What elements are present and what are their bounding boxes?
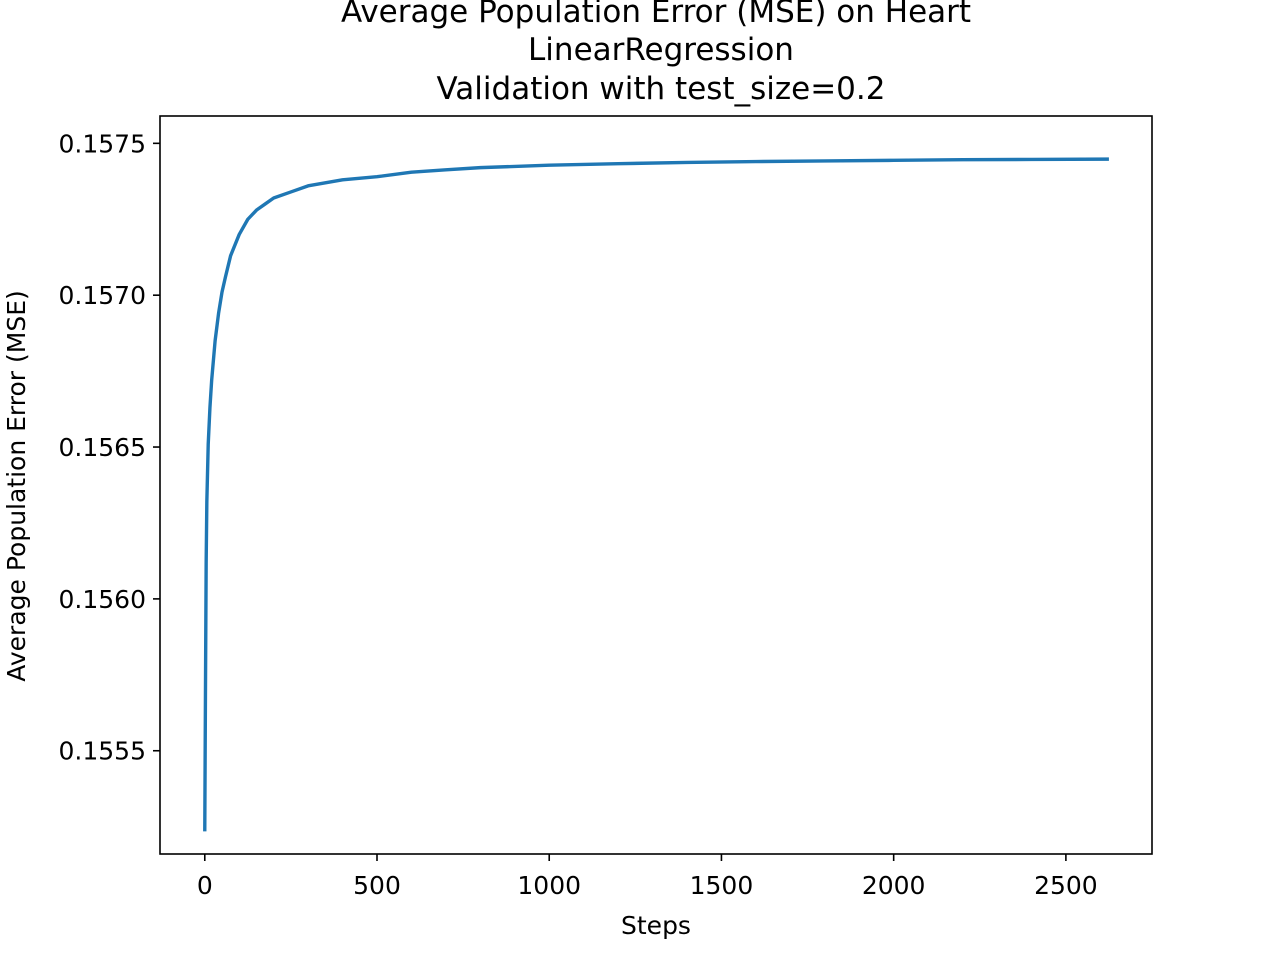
y-axis-label: Average Population Error (MSE) [2, 290, 31, 682]
y-tick-label: 0.1575 [59, 129, 146, 158]
x-tick-label: 2000 [862, 871, 926, 900]
x-tick-label: 1000 [517, 871, 581, 900]
x-tick-label: 500 [353, 871, 401, 900]
series-layer [203, 157, 1109, 832]
y-axis-ticks: 0.1555 0.1560 0.1565 0.1570 0.1575 [59, 129, 160, 766]
y-tick-label: 0.1565 [59, 433, 146, 462]
y-tick-label: 0.1560 [59, 585, 146, 614]
series-line [203, 157, 1109, 832]
chart-title: Average Population Error (MSE) on Heart … [341, 0, 971, 107]
x-axis-ticks: 0 500 1000 1500 2000 2500 [197, 854, 1098, 900]
y-tick-label: 0.1570 [59, 281, 146, 310]
plot-area-frame [159, 115, 1153, 855]
x-tick-label: 2500 [1034, 871, 1098, 900]
y-tick-label: 0.1555 [59, 737, 146, 766]
chart-title-line-1: Average Population Error (MSE) on Heart [341, 0, 971, 30]
chart-title-line-3: Validation with test_size=0.2 [437, 71, 886, 107]
chart-title-line-2: LinearRegression [528, 32, 794, 68]
x-axis-label: Steps [621, 911, 691, 940]
x-tick-label: 0 [197, 871, 213, 900]
x-tick-label: 1500 [690, 871, 754, 900]
